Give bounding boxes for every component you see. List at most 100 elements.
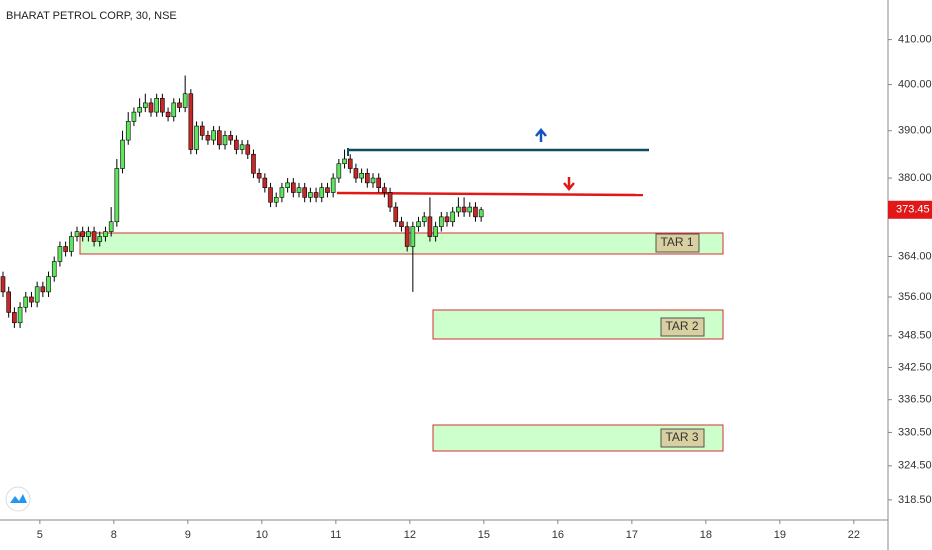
- y-tick-label: 324.50: [898, 460, 932, 472]
- y-tick-label: 364.00: [898, 250, 932, 262]
- candle-body: [239, 144, 245, 150]
- up-arrow: [535, 128, 547, 142]
- candle-body: [279, 187, 285, 198]
- candle-body: [365, 172, 370, 184]
- x-tick-label: 11: [330, 529, 341, 541]
- y-tick-label: 400.00: [898, 78, 932, 90]
- candle-body: [399, 221, 404, 227]
- candle-body: [188, 93, 194, 150]
- zone-label: TAR 3: [665, 430, 698, 444]
- y-tick-label: 410.00: [898, 33, 932, 45]
- x-tick-label: 19: [774, 529, 786, 541]
- candle-body: [336, 163, 342, 179]
- candle-body: [57, 246, 63, 262]
- candle-body: [148, 102, 154, 113]
- candle-body: [370, 177, 376, 184]
- candle-body: [199, 125, 205, 136]
- candle-body: [40, 286, 46, 293]
- candle-body: [69, 236, 74, 252]
- candle-body: [393, 206, 399, 223]
- candle-body: [194, 125, 199, 150]
- candle-body: [444, 216, 450, 223]
- candle-body: [234, 139, 239, 150]
- x-tick-label: 16: [552, 529, 564, 541]
- x-tick-label: 22: [848, 529, 860, 541]
- candle-body: [182, 93, 188, 108]
- candle-body: [125, 121, 131, 141]
- candle-body: [91, 231, 97, 242]
- x-tick-label: 10: [256, 529, 268, 541]
- candle-body: [131, 111, 137, 122]
- y-tick-label: 336.50: [898, 394, 932, 406]
- y-tick-label: 390.00: [898, 125, 932, 137]
- candle-body: [46, 276, 51, 293]
- x-tick-label: 17: [626, 529, 638, 541]
- candle-body: [217, 130, 222, 146]
- candle-body: [347, 158, 353, 169]
- candle-body: [160, 98, 165, 113]
- candle-body: [251, 153, 256, 174]
- candle-body: [285, 182, 290, 188]
- candle-body: [342, 158, 347, 165]
- candle-body: [86, 231, 91, 237]
- candle-body: [222, 135, 228, 146]
- last-price-label: 373.45: [896, 204, 930, 216]
- zone-label: TAR 2: [665, 319, 698, 333]
- zone-label-box: [660, 317, 705, 337]
- candle-body: [17, 306, 23, 324]
- candle-body: [63, 246, 68, 252]
- y-tick-label: 356.00: [898, 291, 932, 303]
- candle-body: [404, 226, 410, 247]
- candle-body: [245, 144, 251, 155]
- x-tick-label: 5: [37, 529, 43, 541]
- y-tick-label: 318.50: [898, 494, 932, 506]
- candle-body: [450, 211, 455, 223]
- candle-body: [103, 231, 108, 237]
- candle-body: [6, 291, 11, 313]
- candle-body: [114, 168, 120, 223]
- y-tick-label: 342.50: [898, 361, 932, 373]
- candle-body: [171, 102, 177, 118]
- candle-body: [382, 187, 387, 193]
- x-tick-label: 18: [700, 529, 712, 541]
- y-tick-label: 380.00: [898, 172, 932, 184]
- candle-body: [461, 206, 467, 213]
- candle-body: [12, 312, 17, 324]
- candle-body: [211, 130, 216, 141]
- y-tick-label: 348.50: [898, 330, 932, 342]
- candle-body: [256, 172, 262, 179]
- candle-body: [29, 296, 34, 303]
- down-arrow: [563, 177, 575, 191]
- candle-body: [34, 286, 40, 303]
- candle-body: [302, 187, 307, 198]
- logo: [5, 486, 31, 512]
- candle-body: [177, 102, 182, 108]
- candle-body: [433, 226, 438, 237]
- candle-body: [165, 111, 171, 118]
- candle-body: [427, 216, 433, 237]
- x-tick-label: 12: [404, 529, 416, 541]
- candle-body: [291, 182, 296, 193]
- x-tick-label: 9: [185, 529, 191, 541]
- candle-body: [0, 276, 6, 293]
- candle-body: [23, 296, 29, 308]
- x-tick-label: 15: [478, 529, 490, 541]
- candle-body: [421, 216, 427, 223]
- candle-body: [97, 236, 103, 242]
- last-price-box: [888, 200, 932, 219]
- chart-title: BHARAT PETROL CORP, 30, NSE: [6, 10, 177, 22]
- candle-body: [143, 102, 148, 108]
- candle-body: [353, 168, 359, 179]
- candle-body: [80, 231, 85, 237]
- x-tick-label: 8: [111, 529, 117, 541]
- candle-body: [467, 206, 473, 213]
- candle-body: [325, 187, 330, 193]
- candle-body: [330, 177, 336, 193]
- candle-body: [359, 172, 364, 179]
- candle-body: [262, 177, 268, 188]
- candle-body: [308, 192, 313, 198]
- candle-body: [74, 231, 80, 237]
- candle-body: [439, 216, 444, 227]
